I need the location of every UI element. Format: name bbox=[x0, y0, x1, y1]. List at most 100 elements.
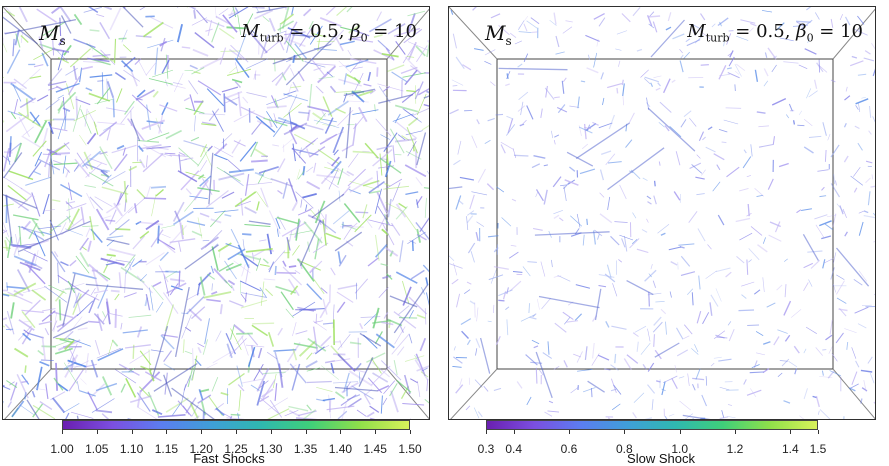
shock-filament bbox=[206, 88, 225, 107]
shock-filament bbox=[386, 273, 393, 280]
shock-filament bbox=[3, 148, 10, 172]
shock-filament bbox=[854, 306, 869, 314]
shock-filament bbox=[137, 406, 158, 419]
shock-filament bbox=[52, 199, 61, 203]
shock-filament bbox=[467, 210, 475, 216]
shock-filament bbox=[63, 44, 72, 56]
shock-filament bbox=[220, 391, 229, 396]
shock-filament bbox=[320, 287, 328, 294]
shock-filament bbox=[165, 54, 169, 79]
shock-filament bbox=[194, 32, 215, 49]
shock-filament bbox=[472, 7, 477, 11]
shock-filament bbox=[599, 192, 605, 198]
shock-filament bbox=[281, 221, 307, 237]
slow-tick-label: 1.0 bbox=[671, 442, 688, 456]
shock-filament bbox=[607, 417, 611, 419]
fast-tick-label: 1.40 bbox=[328, 442, 353, 456]
shock-filament bbox=[88, 320, 100, 324]
shock-filament bbox=[461, 330, 469, 339]
shock-filament bbox=[340, 394, 357, 406]
shock-filament bbox=[177, 400, 192, 417]
shock-filament bbox=[801, 208, 812, 212]
shock-filament bbox=[343, 372, 350, 393]
shock-filament bbox=[33, 170, 42, 176]
shock-filament bbox=[306, 367, 321, 372]
shock-filament bbox=[450, 9, 454, 15]
slow-tick-mark bbox=[569, 430, 570, 434]
shock-filament bbox=[376, 145, 393, 151]
shock-filament bbox=[121, 29, 128, 43]
shock-filament bbox=[140, 274, 148, 282]
shock-filament bbox=[285, 308, 294, 319]
shock-filament bbox=[808, 279, 813, 287]
strong-shock-filament bbox=[647, 107, 696, 152]
shock-filament bbox=[31, 289, 47, 301]
shock-filament bbox=[806, 7, 812, 11]
shock-filament bbox=[259, 287, 268, 299]
strong-shock-filament bbox=[535, 351, 553, 399]
shock-filament bbox=[143, 197, 167, 200]
shock-filament bbox=[743, 149, 747, 154]
shock-filament bbox=[136, 57, 147, 76]
fast-tick-label: 1.35 bbox=[293, 442, 318, 456]
shock-filament bbox=[692, 377, 705, 381]
shock-filament bbox=[31, 390, 36, 398]
shock-filament bbox=[10, 302, 15, 319]
shock-filament bbox=[142, 153, 164, 173]
shock-filament bbox=[375, 118, 392, 137]
shock-filament bbox=[206, 273, 216, 280]
shock-filament bbox=[808, 90, 818, 98]
shock-filament bbox=[678, 376, 685, 379]
strong-shock-filament bbox=[272, 43, 332, 65]
strong-shock-filament bbox=[358, 357, 374, 387]
shock-filament bbox=[555, 51, 565, 55]
shock-filament bbox=[605, 153, 616, 166]
shock-filament bbox=[698, 275, 701, 290]
shock-filament bbox=[225, 333, 236, 355]
shock-filament bbox=[863, 210, 869, 214]
shock-filament bbox=[341, 402, 347, 419]
shock-filament bbox=[339, 339, 343, 348]
shock-filament bbox=[57, 314, 79, 333]
shock-filament bbox=[111, 144, 137, 154]
shock-filament bbox=[425, 277, 429, 286]
shock-filament bbox=[378, 287, 389, 299]
shock-filament bbox=[73, 13, 83, 26]
shock-filament bbox=[422, 264, 429, 273]
shock-filament bbox=[246, 13, 254, 26]
shock-filament bbox=[197, 346, 202, 354]
shock-filament bbox=[575, 284, 591, 289]
shock-filament bbox=[191, 364, 197, 381]
shock-filament bbox=[520, 314, 535, 322]
shock-filament bbox=[378, 209, 390, 230]
shock-filament bbox=[248, 31, 268, 54]
shock-filament bbox=[356, 90, 374, 98]
shock-filament bbox=[548, 400, 554, 404]
shock-filament bbox=[236, 33, 247, 60]
shock-filament bbox=[38, 36, 44, 50]
shock-filament bbox=[211, 283, 213, 291]
shock-filament bbox=[14, 142, 23, 163]
shock-filament bbox=[199, 57, 222, 70]
shock-filament bbox=[748, 259, 752, 263]
strong-shock-filament bbox=[248, 220, 271, 225]
shock-filament bbox=[842, 208, 847, 219]
shock-filament bbox=[754, 188, 765, 197]
shock-filament bbox=[286, 237, 291, 251]
shock-filament bbox=[17, 225, 43, 234]
shock-filament bbox=[31, 218, 45, 237]
shock-filament bbox=[319, 133, 338, 145]
shock-filament bbox=[372, 307, 380, 329]
shock-filament bbox=[277, 38, 285, 51]
shock-filament bbox=[96, 87, 111, 105]
shock-filament bbox=[424, 72, 429, 74]
shock-filament bbox=[286, 28, 293, 53]
shock-filament bbox=[803, 262, 814, 269]
shock-filament bbox=[533, 155, 546, 159]
shock-filament bbox=[779, 37, 794, 42]
shock-filament bbox=[608, 114, 615, 130]
shock-filament bbox=[829, 370, 841, 377]
shock-filament bbox=[799, 415, 805, 419]
shock-filament bbox=[41, 310, 56, 322]
shock-filament bbox=[668, 246, 682, 251]
